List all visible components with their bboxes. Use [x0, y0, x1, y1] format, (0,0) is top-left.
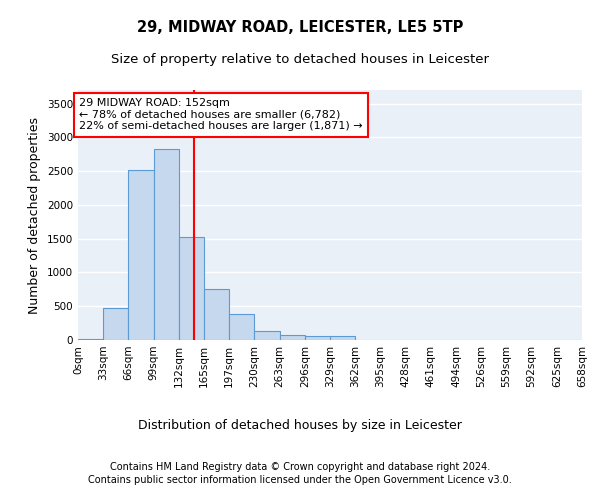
Bar: [330, 336, 355, 340]
Text: Distribution of detached houses by size in Leicester: Distribution of detached houses by size …: [138, 420, 462, 432]
Text: Contains public sector information licensed under the Open Government Licence v3: Contains public sector information licen…: [88, 475, 512, 485]
Bar: [103, 308, 128, 340]
Bar: [229, 314, 254, 340]
Bar: [179, 238, 204, 340]
Text: Size of property relative to detached houses in Leicester: Size of property relative to detached ho…: [111, 52, 489, 66]
Bar: [128, 170, 154, 340]
Text: 29, MIDWAY ROAD, LEICESTER, LE5 5TP: 29, MIDWAY ROAD, LEICESTER, LE5 5TP: [137, 20, 463, 35]
Y-axis label: Number of detached properties: Number of detached properties: [28, 116, 41, 314]
Text: 29 MIDWAY ROAD: 152sqm
← 78% of detached houses are smaller (6,782)
22% of semi-: 29 MIDWAY ROAD: 152sqm ← 78% of detached…: [79, 98, 363, 132]
Text: Contains HM Land Registry data © Crown copyright and database right 2024.: Contains HM Land Registry data © Crown c…: [110, 462, 490, 472]
Bar: [280, 336, 305, 340]
Bar: [204, 290, 229, 340]
Bar: [78, 338, 103, 340]
Bar: [305, 336, 330, 340]
Bar: [254, 330, 280, 340]
Bar: [154, 150, 179, 340]
